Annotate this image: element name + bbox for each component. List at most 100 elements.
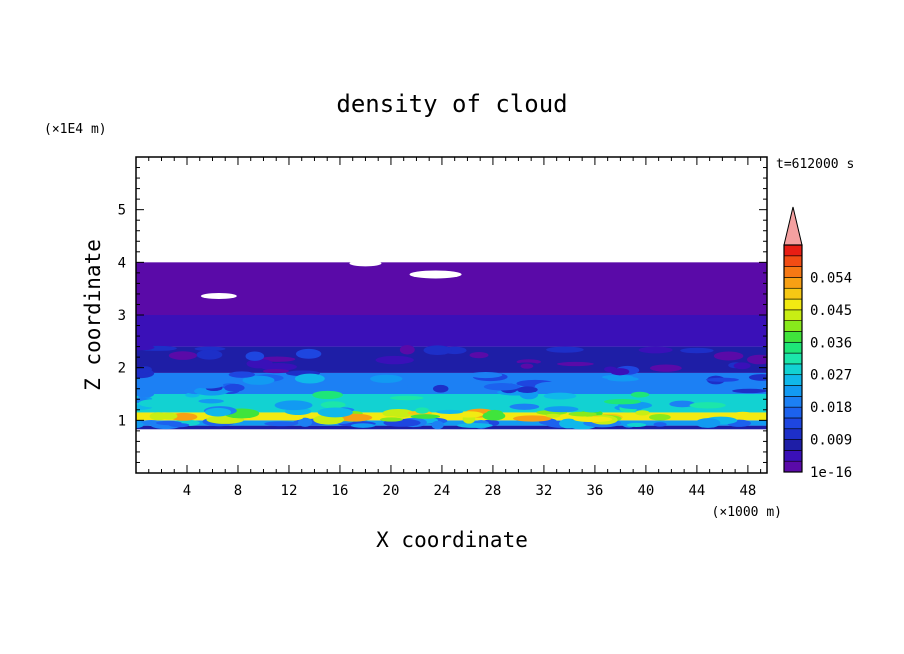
x-tick-label: 44 [688, 483, 705, 499]
density-blob-126 [372, 383, 410, 390]
colorbar-segment [783, 255, 803, 267]
colorbar-extend-arrow [783, 206, 803, 246]
x-tick-label: 4 [183, 483, 191, 499]
density-blob-161 [260, 363, 297, 371]
density-blob-93 [136, 390, 155, 398]
density-blob-96 [312, 390, 343, 400]
density-blob-114 [534, 381, 568, 392]
colorbar-segment [783, 298, 803, 311]
density-blob-50 [512, 415, 552, 422]
colorbar-segment [783, 396, 803, 408]
colorbar-segment [783, 277, 803, 289]
density-blob-90 [580, 403, 604, 413]
density-blob-69 [509, 403, 540, 410]
density-blob-133 [483, 383, 520, 391]
x-tick-label: 20 [383, 483, 400, 499]
colorbar-segment [783, 417, 803, 430]
density-layer-6 [136, 315, 767, 347]
density-blob-112 [432, 384, 449, 393]
density-layer-7 [136, 262, 767, 315]
density-blob-148 [733, 362, 751, 370]
colorbar-label: 0.027 [810, 368, 852, 384]
colorbar-label: 1e-16 [810, 465, 852, 481]
density-blob-160 [638, 346, 673, 354]
density-blob-162 [604, 366, 617, 373]
density-blob-98 [603, 399, 641, 405]
y-tick-label: 4 [118, 255, 126, 271]
x-axis-label: X coordinate [376, 528, 528, 552]
density-blob-131 [294, 373, 325, 384]
colorbar-frame [783, 244, 803, 473]
density-blob-34 [382, 408, 415, 418]
density-blob-27 [431, 420, 444, 430]
chart-title: density of cloud [336, 90, 567, 118]
colorbar-segment [783, 374, 803, 386]
y-tick-label: 3 [118, 308, 126, 324]
plot-area [135, 156, 768, 474]
y-tick-label: 2 [118, 361, 126, 377]
density-layer-1 [136, 420, 767, 426]
colorbar-segment [783, 406, 803, 419]
density-blob-65 [410, 414, 441, 419]
density-blob-83 [389, 395, 424, 401]
x-tick-label: 36 [586, 483, 603, 499]
cloud-gap-2 [409, 270, 462, 279]
colorbar-segment [783, 363, 803, 376]
density-blob-151 [546, 346, 584, 353]
density-blob-52 [573, 416, 613, 423]
density-blob-105 [748, 374, 767, 381]
density-blob-147 [520, 363, 534, 369]
density-blob-120 [466, 379, 482, 389]
density-blob-26 [136, 421, 144, 428]
density-blob-123 [468, 371, 503, 379]
colorbar-segment [783, 428, 803, 440]
y-axis: 1 2 3 4 5 [118, 167, 767, 463]
x-tick-label: 48 [739, 483, 756, 499]
density-field [136, 260, 767, 430]
y-tick-label: 5 [118, 203, 126, 219]
density-blob-164 [680, 347, 714, 354]
density-blob-149 [295, 348, 322, 359]
density-blob-85 [689, 402, 726, 409]
density-blob-165 [746, 354, 767, 365]
density-blob-18 [350, 423, 376, 428]
colorbar-segment [783, 331, 803, 343]
density-blob-127 [732, 388, 767, 394]
colorbar-label: 0.018 [810, 400, 852, 416]
x-tick-label: 32 [535, 483, 552, 499]
density-blob-62 [160, 412, 178, 420]
density-blob-100 [274, 400, 313, 411]
density-blob-154 [136, 344, 155, 351]
density-blob-55 [732, 411, 754, 418]
colorbar-label: 0.036 [810, 335, 852, 351]
y-axis-label: Z coordinate [81, 239, 105, 391]
density-blob-157 [145, 354, 162, 360]
colorbar-segment [783, 352, 803, 365]
density-blob-78 [669, 400, 696, 408]
x-tick-label: 12 [281, 483, 298, 499]
density-blob-137 [649, 364, 682, 372]
colorbar-segment [783, 266, 803, 278]
density-blob-63 [275, 415, 304, 421]
colorbar-segment [783, 450, 803, 462]
density-blob-22 [653, 422, 667, 427]
density-blob-150 [194, 346, 226, 351]
density-blob-84 [630, 391, 650, 398]
density-blob-82 [435, 409, 464, 414]
density-blob-70 [726, 402, 743, 411]
density-blob-23 [457, 423, 493, 428]
density-blob-163 [423, 345, 452, 355]
density-blob-20 [626, 422, 647, 428]
density-blob-158 [196, 349, 223, 360]
density-blob-132 [705, 377, 739, 382]
cloud-gap-0 [200, 293, 237, 300]
density-blob-87 [346, 398, 362, 405]
x-tick-label: 16 [332, 483, 349, 499]
density-blob-75 [320, 401, 346, 409]
y-axis-unit: (×1E4 m) [44, 122, 107, 137]
x-tick-label: 24 [434, 483, 451, 499]
density-blob-68 [591, 394, 629, 399]
colorbar-label: 0.054 [810, 270, 852, 286]
density-blob-129 [228, 371, 255, 378]
